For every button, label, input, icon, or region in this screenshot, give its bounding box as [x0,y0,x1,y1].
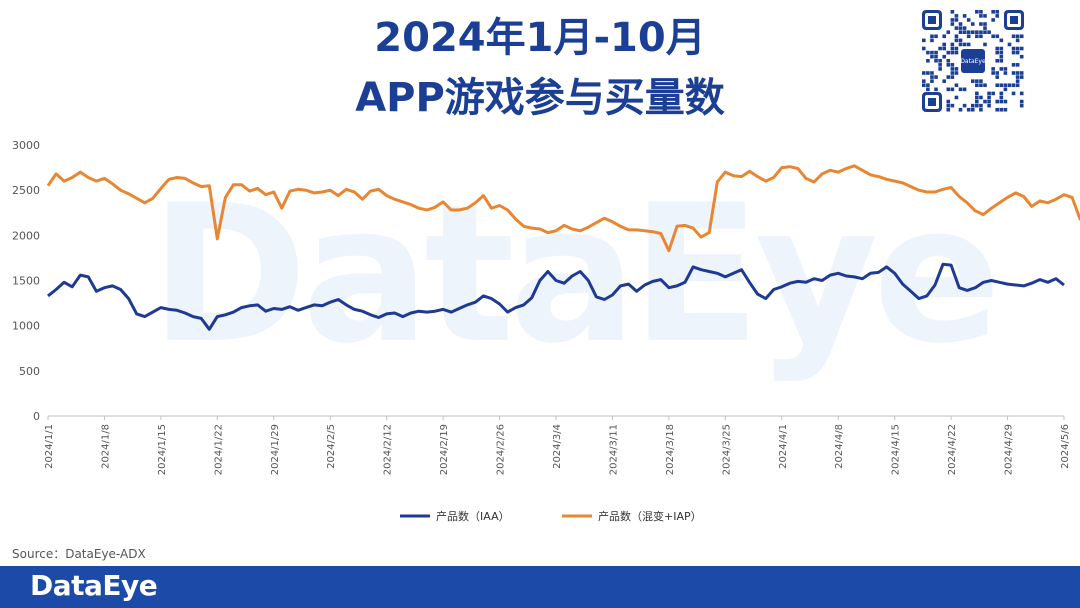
x-tick-label: 2024/4/8 [834,424,845,469]
x-tick-label: 2024/4/1 [778,424,789,469]
series-line [46,164,1080,253]
y-tick-label: 1500 [12,275,40,288]
legend-label: 产品数（混变+IAP） [598,509,702,523]
legend: 产品数（IAA） 产品数（混变+IAP） [400,509,702,523]
y-tick-label: 2500 [12,184,40,197]
x-tick-label: 2024/3/25 [721,424,732,475]
x-tick-label: 2024/4/15 [891,424,902,475]
x-tick-label: 2024/2/19 [439,424,450,475]
x-tick-label: 2024/2/26 [496,424,507,475]
source-note: Source：DataEye-ADX [12,547,146,561]
chart-title-line2: APP游戏参与买量数 [355,75,725,121]
x-tick-label: 2024/5/6 [1060,424,1071,469]
footer-logo: DataEye [30,569,158,602]
x-tick-label: 2024/2/5 [326,424,337,469]
y-tick-label: 500 [19,365,40,378]
series-line [47,262,1065,331]
x-tick-label: 2024/1/15 [157,424,168,475]
x-tick-label: 2024/1/1 [44,424,55,469]
qr-code-icon: DataEye [920,8,1026,114]
y-axis: 0 500 1000 1500 2000 2500 3000 [12,139,40,423]
y-tick-label: 2000 [12,229,40,242]
footer-bar: DataEye [0,566,1080,608]
x-tick-label: 2024/2/12 [383,424,394,475]
y-tick-label: 0 [33,410,40,423]
y-tick-label: 1000 [12,320,40,333]
svg-text:DataEye: DataEye [960,58,986,65]
x-tick-label: 2024/3/18 [665,424,676,475]
x-tick-label: 2024/1/22 [213,424,224,475]
x-tick-label: 2024/4/22 [947,424,958,475]
x-tick-label: 2024/3/11 [608,424,619,475]
legend-label: 产品数（IAA） [436,509,510,523]
y-tick-label: 3000 [12,139,40,152]
series-layer [46,164,1080,331]
x-axis: 2024/1/1 2024/1/8 2024/1/15 2024/1/22 2024/1… [44,415,1071,475]
x-tick-label: 2024/4/29 [1004,424,1015,475]
chart-title-line1: 2024年1月-10月 [374,15,706,61]
x-tick-label: 2024/1/29 [270,424,281,475]
x-tick-label: 2024/3/4 [552,424,563,469]
x-tick-label: 2024/1/8 [100,424,111,469]
